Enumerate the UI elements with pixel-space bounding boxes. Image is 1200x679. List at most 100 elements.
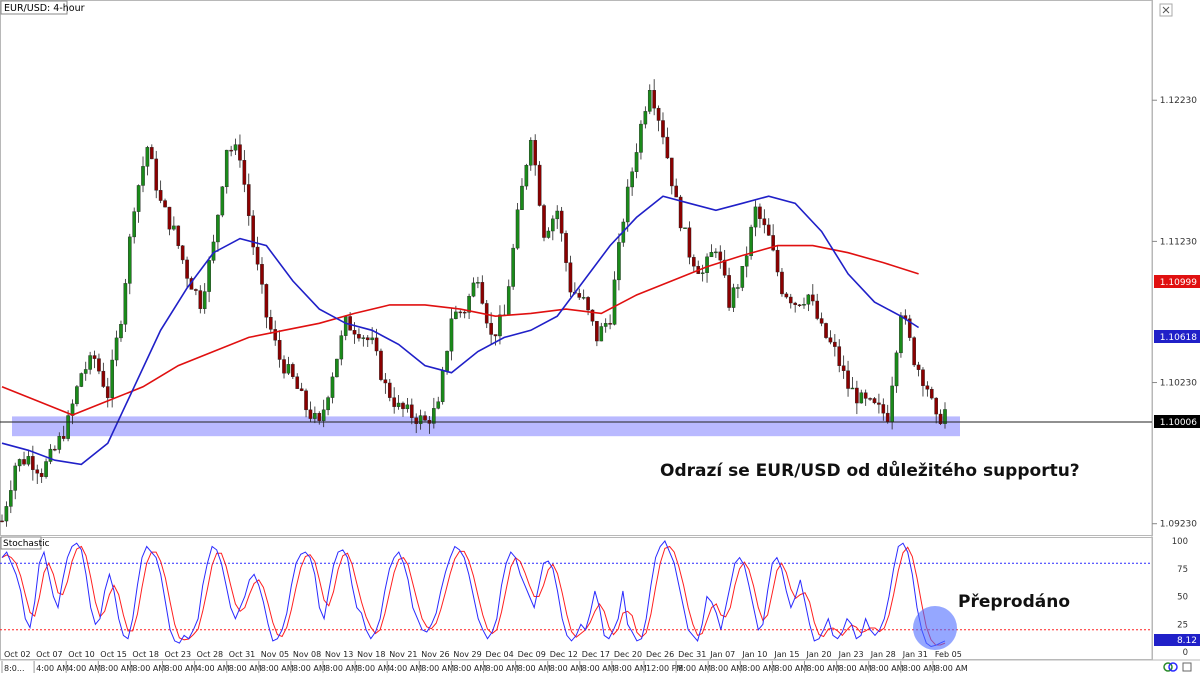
candle [608, 314, 612, 330]
candle [127, 233, 132, 295]
time-tick-label: 8:00 AM [807, 664, 840, 673]
candle [432, 397, 436, 429]
candle [912, 336, 916, 367]
candle [753, 200, 758, 237]
candle [13, 462, 18, 500]
time-tick-label: 8:00 AM [935, 664, 968, 673]
candle-body [788, 296, 793, 304]
candle [515, 203, 520, 250]
candle [714, 248, 718, 258]
candle-body [317, 413, 322, 421]
time-tick-label: 12:00 PM [646, 664, 683, 673]
candle [326, 395, 330, 416]
time-tick-label: 8:00 AM [100, 664, 133, 673]
candle [295, 373, 300, 389]
candle [57, 432, 62, 454]
candle [185, 256, 189, 288]
date-tick-label: Dec 17 [582, 650, 610, 659]
candle-body [766, 224, 771, 236]
candle-body [246, 184, 251, 216]
candle-body [22, 459, 26, 465]
date-tick-label: Nov 26 [421, 650, 449, 659]
candle [899, 312, 903, 358]
date-tick-label: Jan 15 [773, 650, 799, 659]
candle-body [850, 387, 855, 390]
candle-body [31, 456, 35, 470]
date-tick-label: Oct 23 [165, 650, 192, 659]
date-tick-label: Nov 21 [389, 650, 417, 659]
candle-body [365, 337, 370, 341]
candle [788, 293, 793, 309]
candle-body [224, 149, 229, 188]
candle-body [238, 144, 242, 161]
candle-body [277, 339, 282, 360]
candle [304, 388, 308, 418]
candle-body [705, 256, 709, 273]
date-tick-label: Oct 18 [132, 650, 159, 659]
candle [440, 366, 445, 405]
link-icon[interactable] [1163, 662, 1178, 672]
candle [308, 401, 313, 423]
candle-body [802, 304, 806, 306]
candle-body [127, 236, 132, 284]
candle [202, 283, 207, 314]
candle [722, 249, 727, 278]
date-tick-label: Jan 31 [902, 650, 928, 659]
candle-body [824, 323, 828, 338]
candle [405, 397, 410, 413]
close-icon[interactable] [1159, 3, 1173, 17]
candle-body [797, 304, 802, 306]
candle [762, 209, 767, 234]
time-tick-label: 8:00 AM [871, 664, 904, 673]
sma-fast-line [1, 195, 920, 466]
candle-body [943, 409, 947, 424]
candle [533, 134, 537, 176]
stochastic-k-line [1, 540, 946, 648]
time-tick-label: 8:00 AM [614, 664, 647, 673]
candle [806, 293, 811, 312]
candle [172, 216, 176, 231]
candle [855, 380, 859, 415]
candle-body [652, 90, 656, 109]
candle [414, 413, 419, 434]
candle [158, 180, 163, 204]
date-tick-label: Dec 12 [550, 650, 578, 659]
candle-body [216, 214, 220, 243]
candle [207, 256, 211, 303]
candle-body [833, 341, 837, 347]
candle-body [771, 235, 775, 251]
candle [194, 288, 198, 296]
stochastic-pane[interactable] [0, 537, 1153, 660]
candle-body [793, 302, 797, 305]
candle-body [476, 282, 480, 284]
date-tick-label: Nov 13 [325, 650, 353, 659]
candle [925, 381, 930, 397]
candle [154, 150, 159, 199]
stochastic-axis-tick-label: 100 [1172, 537, 1188, 547]
time-tick-label: 8:00 AM [325, 664, 358, 673]
date-tick-label: Dec 04 [486, 650, 514, 659]
candle-body [617, 242, 621, 281]
candle-body [286, 364, 291, 374]
candle [88, 351, 92, 375]
candle [436, 396, 441, 410]
candle-body [132, 211, 136, 238]
candle [766, 218, 771, 236]
time-tick-label: 8:00 AM [582, 664, 615, 673]
candle [612, 271, 617, 326]
date-tick-label: Jan 10 [741, 650, 767, 659]
stochastic-axis: 100 75 50 25 0 [1172, 537, 1188, 658]
candle-body [387, 382, 392, 398]
candle-body [736, 287, 740, 289]
date-tick-label: Dec 26 [646, 650, 674, 659]
candle [780, 267, 784, 297]
date-tick-label: Oct 10 [68, 650, 95, 659]
settings-icon[interactable] [1182, 662, 1192, 672]
candle-body [533, 139, 537, 166]
stochastic-axis-tick-label: 25 [1177, 620, 1188, 630]
price-pane[interactable] [0, 0, 1153, 536]
candle-body [17, 459, 22, 467]
candle-body [101, 370, 106, 387]
candle [176, 225, 181, 249]
